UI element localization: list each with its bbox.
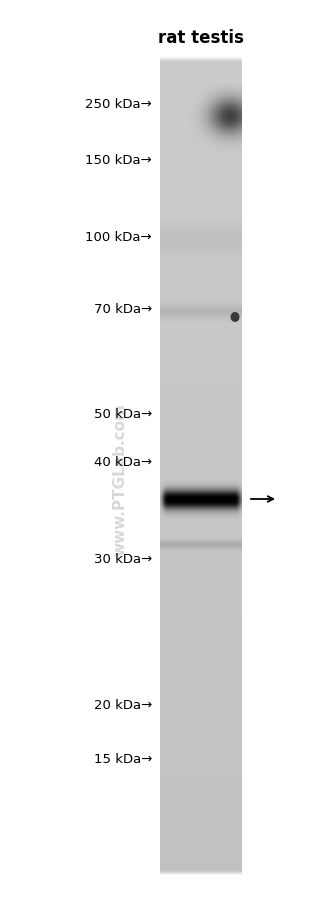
Text: 100 kDa→: 100 kDa→	[85, 231, 152, 244]
Text: 150 kDa→: 150 kDa→	[85, 153, 152, 166]
Text: rat testis: rat testis	[158, 29, 244, 47]
Text: 70 kDa→: 70 kDa→	[94, 303, 152, 316]
Ellipse shape	[230, 313, 239, 323]
Text: 15 kDa→: 15 kDa→	[94, 752, 152, 766]
Text: 20 kDa→: 20 kDa→	[94, 699, 152, 712]
Text: www.PTGLab.com: www.PTGLab.com	[113, 403, 127, 556]
Text: 30 kDa→: 30 kDa→	[94, 553, 152, 566]
Text: 250 kDa→: 250 kDa→	[85, 98, 152, 111]
Text: 50 kDa→: 50 kDa→	[94, 408, 152, 421]
Text: 40 kDa→: 40 kDa→	[94, 456, 152, 469]
